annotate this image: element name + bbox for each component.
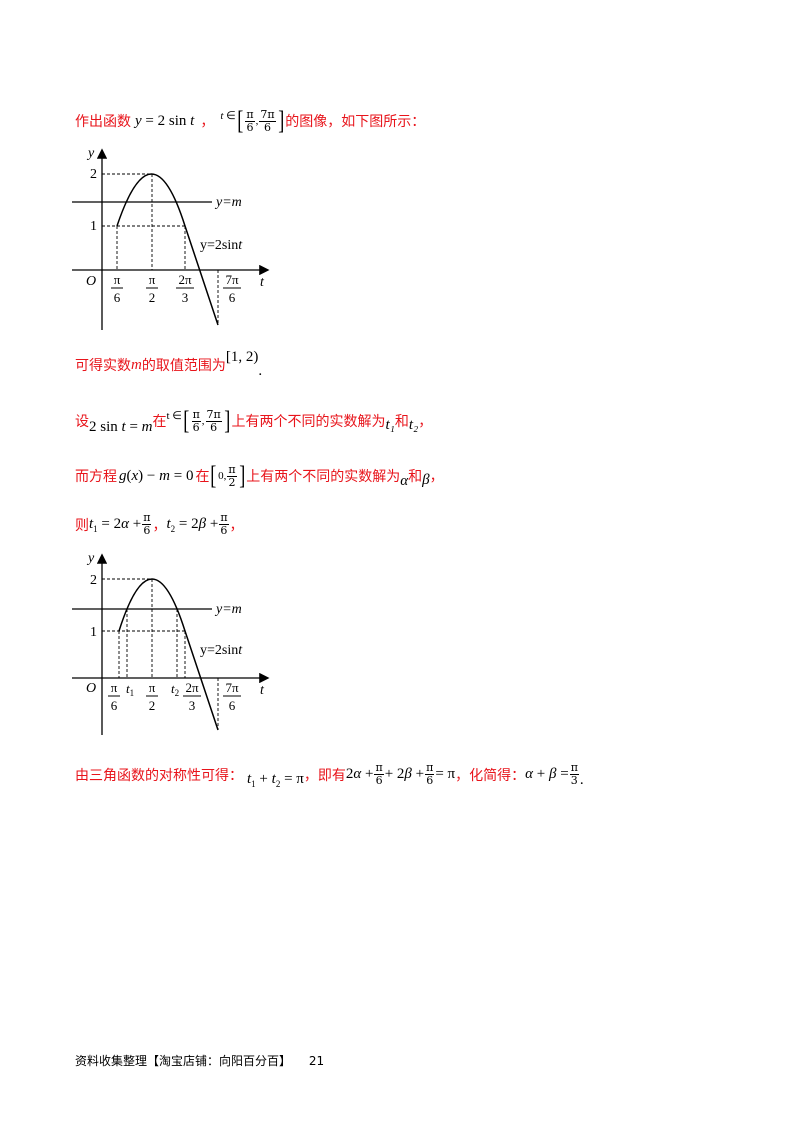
svg-text:3: 3 — [189, 698, 196, 713]
sine-curve — [118, 578, 219, 731]
domain-var-2: t ∈ — [166, 409, 182, 422]
equation-g: g(x) − m = 0 — [119, 467, 194, 484]
range-interval: [1, 2) — [225, 348, 259, 365]
sym-eq: t1 + t2 = π — [247, 770, 304, 789]
svg-text:7π: 7π — [225, 680, 239, 695]
alpha: α — [400, 472, 409, 489]
range-line: 可得实数 m 的取值范围为 [1, 2) . — [75, 348, 263, 379]
page-number: 21 — [308, 1054, 325, 1068]
function-expression: y = 2 sin t — [135, 112, 195, 129]
svg-text:2: 2 — [149, 698, 156, 713]
intro-suffix: 的图像，如下图所示： — [285, 114, 426, 130]
footer: 资料收集整理【淘宝店铺：向阳百分百】 21 — [75, 1052, 324, 1069]
line-y-m-label: y=m — [214, 195, 242, 210]
svg-text:2π: 2π — [185, 680, 199, 695]
t1: t₁ — [385, 416, 395, 433]
relation-eq2: t2 = 2β + — [166, 515, 219, 534]
range-middle: 的取值范围为 — [141, 358, 226, 374]
line-y-m-label: y=m — [214, 602, 242, 617]
conclusion-prefix: 由三角函数的对称性可得： — [75, 767, 243, 784]
x-axis-label: t — [260, 275, 265, 290]
svg-text:π: π — [149, 272, 156, 287]
svg-text:6: 6 — [229, 698, 236, 713]
footer-text: 资料收集整理【淘宝店铺：向阳百分百】 — [75, 1054, 292, 1068]
origin-label: O — [86, 274, 96, 289]
y-axis-label: y — [86, 551, 95, 566]
intro-prefix: 作出函数 — [75, 114, 131, 130]
svg-text:t1: t1 — [126, 681, 134, 698]
sine-curve — [116, 173, 219, 326]
domain-b: 7π 6 — [259, 107, 276, 134]
svg-text:6: 6 — [114, 290, 121, 305]
svg-text:t2: t2 — [171, 681, 179, 698]
svg-text:7π: 7π — [225, 272, 239, 287]
origin-label: O — [86, 681, 96, 696]
svg-text:π: π — [114, 272, 121, 287]
curve-label: y=2sint — [200, 238, 243, 253]
beta: β — [422, 471, 430, 488]
assume-prefix: 设 — [75, 414, 89, 430]
ytick-2: 2 — [90, 573, 97, 588]
svg-text:2: 2 — [149, 290, 156, 305]
svg-text:2π: 2π — [178, 272, 192, 287]
sum-eq: 2α + — [345, 766, 374, 782]
result-eq: α + β = — [525, 766, 569, 782]
equation-prefix: 而方程 — [75, 469, 117, 485]
t2: t₂ — [408, 416, 419, 433]
assume-eq: 2 sin t = m — [89, 418, 153, 435]
var-m: m — [131, 356, 142, 373]
ytick-1: 1 — [90, 625, 97, 640]
ytick-2: 2 — [90, 167, 97, 182]
svg-text:6: 6 — [229, 290, 236, 305]
svg-text:3: 3 — [182, 290, 189, 305]
x-axis-label: t — [260, 683, 265, 698]
svg-text:6: 6 — [111, 698, 118, 713]
svg-text:π: π — [149, 680, 156, 695]
curve-label: y=2sint — [200, 643, 243, 658]
y-axis-label: y — [86, 146, 95, 161]
ytick-1: 1 — [90, 219, 97, 234]
graph-1: y t O 2 1 y=m y=2sint π 6 π 2 2π 3 7π 6 — [72, 146, 270, 330]
range-prefix: 可得实数 — [75, 358, 131, 374]
relation-eq1: t1 = 2α + — [89, 515, 142, 534]
graph-2: y t O 2 1 y=m y=2sint π 6 t1 π 2 t2 2π 3 7π… — [72, 551, 270, 735]
svg-text:π: π — [111, 680, 118, 695]
domain-var: t ∈ — [220, 109, 236, 122]
